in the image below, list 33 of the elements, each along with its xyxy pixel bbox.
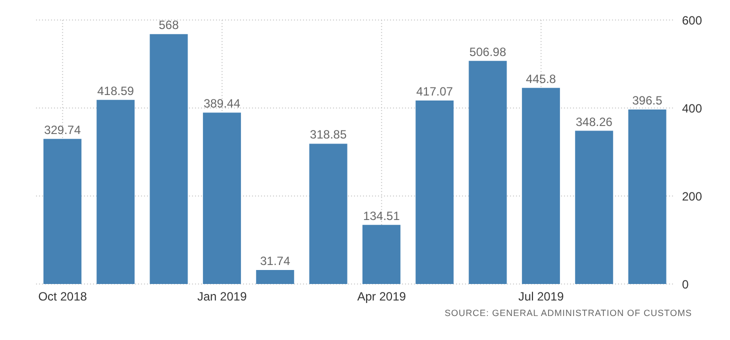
bar xyxy=(416,100,454,284)
x-tick-label: Apr 2019 xyxy=(357,290,406,304)
x-tick-label: Jul 2019 xyxy=(518,290,564,304)
data-label: 318.85 xyxy=(310,128,347,142)
x-tick-label: Jan 2019 xyxy=(197,290,248,304)
data-label: 418.59 xyxy=(97,84,134,98)
x-tick-label: Oct 2018 xyxy=(38,290,88,304)
data-label: 417.07 xyxy=(416,84,454,98)
source-note: SOURCE: GENERAL ADMINISTRATION OF CUSTOMS xyxy=(444,308,693,318)
bar xyxy=(96,100,135,284)
bar xyxy=(575,130,614,284)
bar xyxy=(628,110,666,284)
bar xyxy=(43,138,82,284)
data-label: 389.44 xyxy=(204,96,241,111)
data-label: 134.51 xyxy=(363,208,400,223)
data-label: 445.8 xyxy=(526,72,556,86)
data-label: 31.74 xyxy=(260,254,290,268)
bar xyxy=(362,224,400,284)
y-tick-label: 600 xyxy=(682,13,702,28)
bar xyxy=(468,60,507,284)
bar xyxy=(256,270,294,284)
y-tick-label: 400 xyxy=(682,101,702,116)
y-tick-label: 200 xyxy=(682,189,702,204)
data-label: 506.98 xyxy=(469,44,506,59)
data-label: 396.5 xyxy=(632,94,663,108)
y-tick-label: 0 xyxy=(682,277,689,292)
bar xyxy=(522,88,560,284)
data-label: 329.74 xyxy=(44,122,82,137)
data-label: 568 xyxy=(158,18,180,32)
data-label: 348.26 xyxy=(576,114,613,129)
bar xyxy=(309,144,348,284)
bar xyxy=(150,34,188,284)
bar xyxy=(202,112,241,284)
